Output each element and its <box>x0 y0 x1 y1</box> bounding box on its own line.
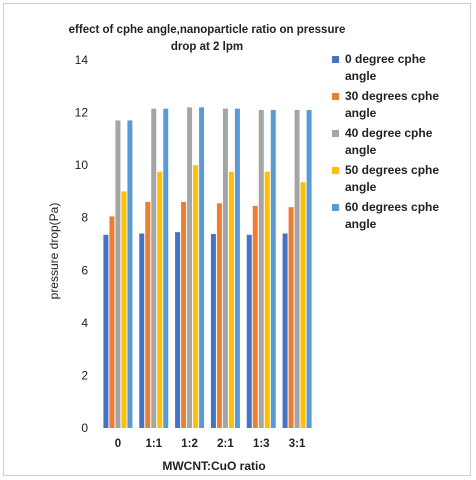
bar <box>258 109 264 428</box>
x-tick-label: 0 <box>115 438 121 450</box>
legend-label: 60 degrees cphe <box>345 200 439 214</box>
legend-label: 50 degrees cphe <box>345 163 439 177</box>
bar <box>300 182 306 428</box>
y-tick-label: 6 <box>81 263 88 277</box>
legend-swatch <box>332 56 339 63</box>
bar <box>210 234 216 428</box>
bar <box>109 216 115 428</box>
legend-label: 0 degree cphe <box>345 52 426 66</box>
legend-label: angle <box>345 143 377 157</box>
legend-label: angle <box>345 217 377 231</box>
legend-swatch <box>332 130 339 137</box>
bar <box>306 109 312 428</box>
bar <box>288 207 294 428</box>
x-tick-label: 1:2 <box>181 438 198 450</box>
chart-title-line-1: effect of cphe angle,nanoparticle ratio … <box>69 24 346 36</box>
bar <box>222 108 228 428</box>
x-tick-label: 2:1 <box>217 438 234 450</box>
bar <box>181 201 187 428</box>
bar <box>103 234 109 428</box>
bar <box>294 109 300 428</box>
y-tick-label: 0 <box>81 421 88 435</box>
x-tick-label: 1:3 <box>253 438 270 450</box>
bar <box>175 232 181 428</box>
legend-label: 40 degree cphe <box>345 126 433 140</box>
legend-swatch <box>332 93 339 100</box>
bar <box>187 107 193 429</box>
bar <box>228 171 234 428</box>
bar <box>115 120 121 428</box>
bar <box>246 234 252 428</box>
legend-label: 30 degrees cphe <box>345 89 439 103</box>
x-axis-label: MWCNT:CuO ratio <box>162 459 265 473</box>
bar <box>151 108 157 428</box>
bar <box>270 109 276 428</box>
bar <box>252 205 258 428</box>
bar <box>199 107 205 429</box>
y-tick-label: 12 <box>75 106 89 120</box>
y-tick-label: 2 <box>81 368 88 382</box>
y-tick-label: 14 <box>75 53 89 67</box>
legend-swatch <box>332 204 339 211</box>
bar <box>234 108 240 428</box>
x-tick-label: 1:1 <box>145 438 162 450</box>
bar <box>193 165 199 428</box>
legend-label: angle <box>345 69 377 83</box>
bar <box>216 203 222 428</box>
y-tick-label: 4 <box>81 316 88 330</box>
bar <box>121 191 127 428</box>
legend-label: angle <box>345 106 377 120</box>
bar <box>145 201 151 428</box>
chart-title-line-2: drop at 2 lpm <box>171 41 243 53</box>
x-tick-label: 3:1 <box>289 438 306 450</box>
bar <box>282 233 288 428</box>
y-tick-label: 8 <box>81 211 88 225</box>
legend-label: angle <box>345 180 377 194</box>
y-axis-label: pressure drop(Pa) <box>47 203 61 300</box>
bar <box>157 171 163 428</box>
bar <box>127 120 133 428</box>
bar <box>264 171 270 428</box>
y-tick-label: 10 <box>75 158 89 172</box>
bar <box>163 108 169 428</box>
bar <box>139 233 145 428</box>
legend-swatch <box>332 167 339 174</box>
